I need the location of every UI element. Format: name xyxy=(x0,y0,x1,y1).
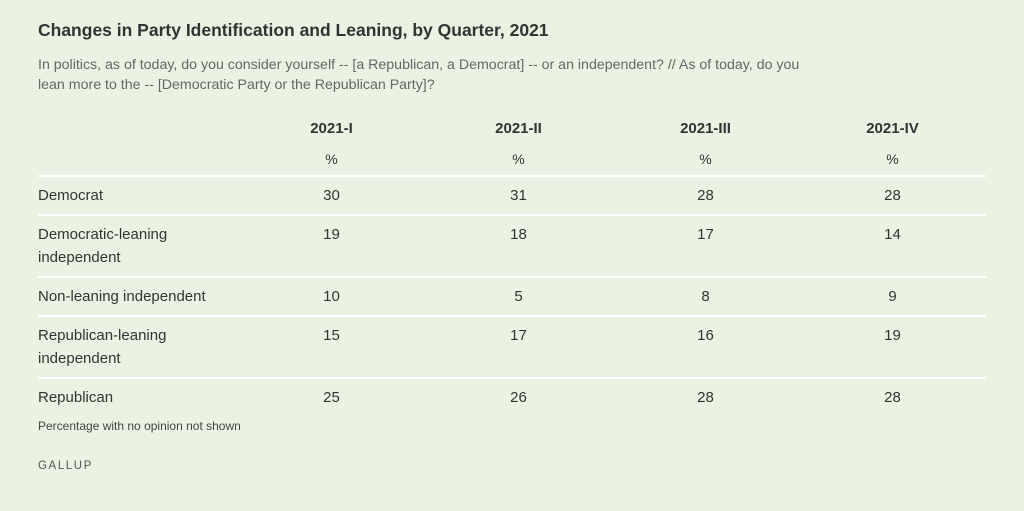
table-row: Republican 25 26 28 28 xyxy=(38,378,986,416)
cell-value: 10 xyxy=(238,277,425,317)
column-header: 2021-II xyxy=(495,119,542,137)
cell-value: 25 xyxy=(323,389,340,406)
cell-value: 18 xyxy=(425,215,612,278)
footnote: Percentage with no opinion not shown xyxy=(38,419,241,433)
cell-value: 5 xyxy=(425,277,612,317)
table-row: Democrat 30 31 28 28 xyxy=(38,176,986,216)
cell-value: 17 xyxy=(612,215,799,278)
cell-value: 28 xyxy=(612,176,799,216)
cell-value: 9 xyxy=(799,277,986,317)
column-header: 2021-IV xyxy=(866,119,919,137)
row-label: Democrat xyxy=(38,176,238,216)
cell-value: 28 xyxy=(697,389,714,406)
row-label: Democratic-leaning independent xyxy=(38,215,238,278)
unit-label-cell xyxy=(38,143,238,177)
unit-label: % xyxy=(238,143,425,177)
row-label: Republican xyxy=(38,389,114,406)
cell-value: 8 xyxy=(612,277,799,317)
chart-title: Changes in Party Identification and Lean… xyxy=(38,20,549,40)
cell-value: 30 xyxy=(238,176,425,216)
cell-value: 15 xyxy=(238,316,425,379)
column-header: 2021-I xyxy=(310,119,353,137)
unit-label: % xyxy=(799,143,986,177)
header-row: 2021-I 2021-II 2021-III 2021-IV xyxy=(38,113,986,143)
header-label-cell xyxy=(38,113,238,143)
cell-value: 19 xyxy=(799,316,986,379)
cell-value: 31 xyxy=(425,176,612,216)
column-header: 2021-III xyxy=(680,119,731,137)
cell-value: 28 xyxy=(799,176,986,216)
cell-value: 17 xyxy=(425,316,612,379)
unit-row: % % % % xyxy=(38,143,986,177)
chart-subtitle: In politics, as of today, do you conside… xyxy=(38,57,800,93)
cell-value: 26 xyxy=(510,389,527,406)
source-logo: GALLUP xyxy=(38,460,93,472)
unit-label: % xyxy=(425,143,612,177)
cell-value: 16 xyxy=(612,316,799,379)
data-table: 2021-I 2021-II 2021-III 2021-IV % % % % … xyxy=(38,113,986,416)
row-label: Republican-leaning independent xyxy=(38,316,238,379)
table-row: Republican-leaning independent 15 17 16 … xyxy=(38,316,986,379)
table-row: Non-leaning independent 10 5 8 9 xyxy=(38,277,986,317)
table-row: Democratic-leaning independent 19 18 17 … xyxy=(38,215,986,278)
cell-value: 19 xyxy=(238,215,425,278)
cell-value: 28 xyxy=(884,389,901,406)
unit-label: % xyxy=(612,143,799,177)
row-label: Non-leaning independent xyxy=(38,277,238,317)
cell-value: 14 xyxy=(799,215,986,278)
